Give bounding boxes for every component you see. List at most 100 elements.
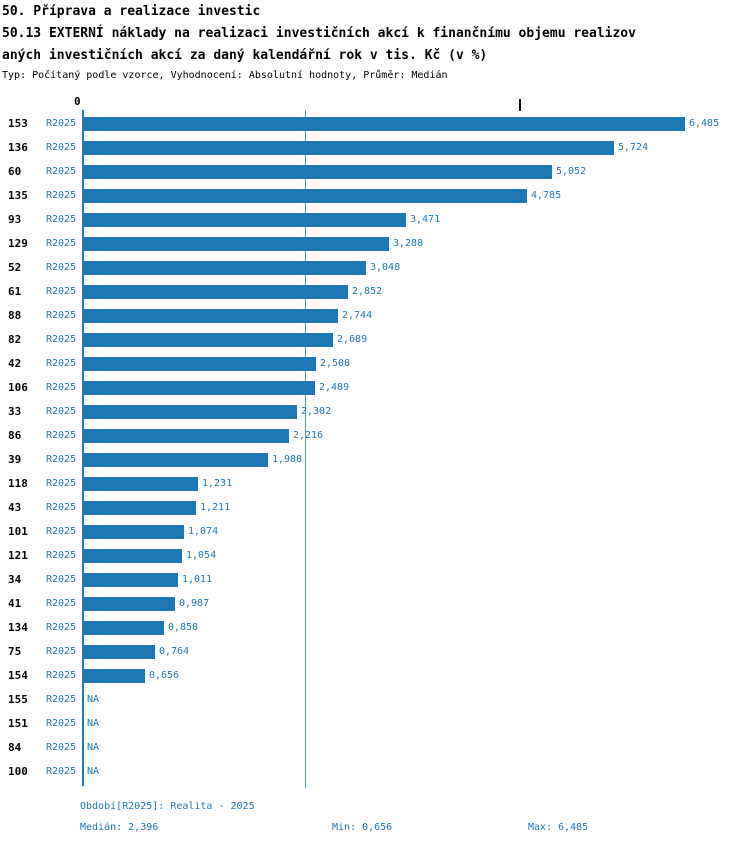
bar-value-label: 1,074 — [188, 526, 219, 537]
bar-value-label: 1,231 — [202, 478, 233, 489]
row-series-label: R2025 — [46, 118, 77, 129]
row-category-label: 82 — [8, 333, 22, 346]
bar-value-label: 3,471 — [410, 214, 441, 225]
bar-value-label: 3,288 — [393, 238, 424, 249]
chart-row: 42 R2025 2,508 — [0, 352, 750, 376]
bar — [84, 261, 366, 275]
row-series-label: R2025 — [46, 406, 77, 417]
chart-row: 136 R2025 5,724 — [0, 136, 750, 160]
bar-value-label: 2,744 — [342, 310, 373, 321]
chart-row: 52 R2025 3,048 — [0, 256, 750, 280]
row-series-label: R2025 — [46, 214, 77, 225]
row-category-label: 34 — [8, 573, 22, 586]
row-series-label: R2025 — [46, 694, 77, 705]
row-category-label: 84 — [8, 741, 22, 754]
bar — [84, 429, 289, 443]
bar-value-label: 0,764 — [159, 646, 190, 657]
bar — [84, 597, 175, 611]
row-category-label: 86 — [8, 429, 22, 442]
bar-na-label: NA — [87, 766, 100, 777]
row-series-label: R2025 — [46, 574, 77, 585]
chart-row: 84 R2025 NA — [0, 736, 750, 760]
footer-max-label: Max: 6,485 — [528, 822, 589, 833]
row-category-label: 118 — [8, 477, 28, 490]
bar-value-label: 1,988 — [272, 454, 303, 465]
chart-row: 153 R2025 6,485 — [0, 112, 750, 136]
row-category-label: 39 — [8, 453, 22, 466]
bar — [84, 165, 552, 179]
bar — [84, 237, 389, 251]
bar — [84, 285, 348, 299]
row-series-label: R2025 — [46, 238, 77, 249]
row-series-label: R2025 — [46, 190, 77, 201]
row-category-label: 155 — [8, 693, 28, 706]
row-category-label: 42 — [8, 357, 22, 370]
bar-na-label: NA — [87, 742, 100, 753]
row-category-label: 154 — [8, 669, 28, 682]
footer-min-label: Min: 0,656 — [332, 822, 393, 833]
bar-value-label: 0,656 — [149, 670, 180, 681]
bar-na-label: NA — [87, 694, 100, 705]
chart-subtitle: Typ: Počítaný podle vzorce, Vyhodnocení:… — [2, 70, 448, 81]
chart-row: 155 R2025 NA — [0, 688, 750, 712]
chart-row: 134 R2025 0,858 — [0, 616, 750, 640]
bar-value-label: 0,987 — [179, 598, 210, 609]
bar-value-label: 2,852 — [352, 286, 383, 297]
row-category-label: 101 — [8, 525, 28, 538]
row-series-label: R2025 — [46, 382, 77, 393]
row-series-label: R2025 — [46, 334, 77, 345]
chart-row: 86 R2025 2,216 — [0, 424, 750, 448]
bar-value-label: 0,858 — [168, 622, 199, 633]
chart-row: 101 R2025 1,074 — [0, 520, 750, 544]
bar — [84, 621, 164, 635]
bar-value-label: 3,048 — [370, 262, 401, 273]
row-category-label: 61 — [8, 285, 22, 298]
bar-value-label: 2,302 — [301, 406, 332, 417]
bar — [84, 501, 196, 515]
row-series-label: R2025 — [46, 358, 77, 369]
bar-value-label: 5,724 — [618, 142, 649, 153]
chart-row: 75 R2025 0,764 — [0, 640, 750, 664]
bar — [84, 525, 184, 539]
row-category-label: 153 — [8, 117, 28, 130]
bar-value-label: 1,211 — [200, 502, 231, 513]
top-axis-tick — [519, 99, 521, 111]
chart-row: 151 R2025 NA — [0, 712, 750, 736]
chart-row: 41 R2025 0,987 — [0, 592, 750, 616]
bar-na-label: NA — [87, 718, 100, 729]
bar — [84, 357, 316, 371]
bar — [84, 381, 315, 395]
bar — [84, 309, 338, 323]
row-series-label: R2025 — [46, 646, 77, 657]
bar — [84, 477, 198, 491]
row-category-label: 136 — [8, 141, 28, 154]
bar — [84, 405, 297, 419]
chart-row: 100 R2025 NA — [0, 760, 750, 784]
chart-row: 106 R2025 2,489 — [0, 376, 750, 400]
bar — [84, 117, 685, 131]
chart-row: 93 R2025 3,471 — [0, 208, 750, 232]
bar — [84, 141, 614, 155]
bar — [84, 333, 333, 347]
row-category-label: 135 — [8, 189, 28, 202]
row-category-label: 121 — [8, 549, 28, 562]
chart-row: 39 R2025 1,988 — [0, 448, 750, 472]
footer-median-label: Medián: 2,396 — [80, 822, 159, 833]
bar — [84, 573, 178, 587]
chart-row: 129 R2025 3,288 — [0, 232, 750, 256]
y-axis-line — [82, 110, 84, 786]
bar — [84, 453, 268, 467]
chart-row: 61 R2025 2,852 — [0, 280, 750, 304]
chart-row: 33 R2025 2,302 — [0, 400, 750, 424]
bar-value-label: 2,489 — [319, 382, 350, 393]
median-gridline — [305, 110, 306, 788]
row-category-label: 129 — [8, 237, 28, 250]
footer-period-label: Období[R2025]: Realita - 2025 — [80, 801, 255, 812]
row-category-label: 106 — [8, 381, 28, 394]
bar-value-label: 1,054 — [186, 550, 217, 561]
bar-value-label: 2,689 — [337, 334, 368, 345]
bar — [84, 189, 527, 203]
row-category-label: 33 — [8, 405, 22, 418]
row-series-label: R2025 — [46, 526, 77, 537]
bar-value-label: 2,508 — [320, 358, 351, 369]
